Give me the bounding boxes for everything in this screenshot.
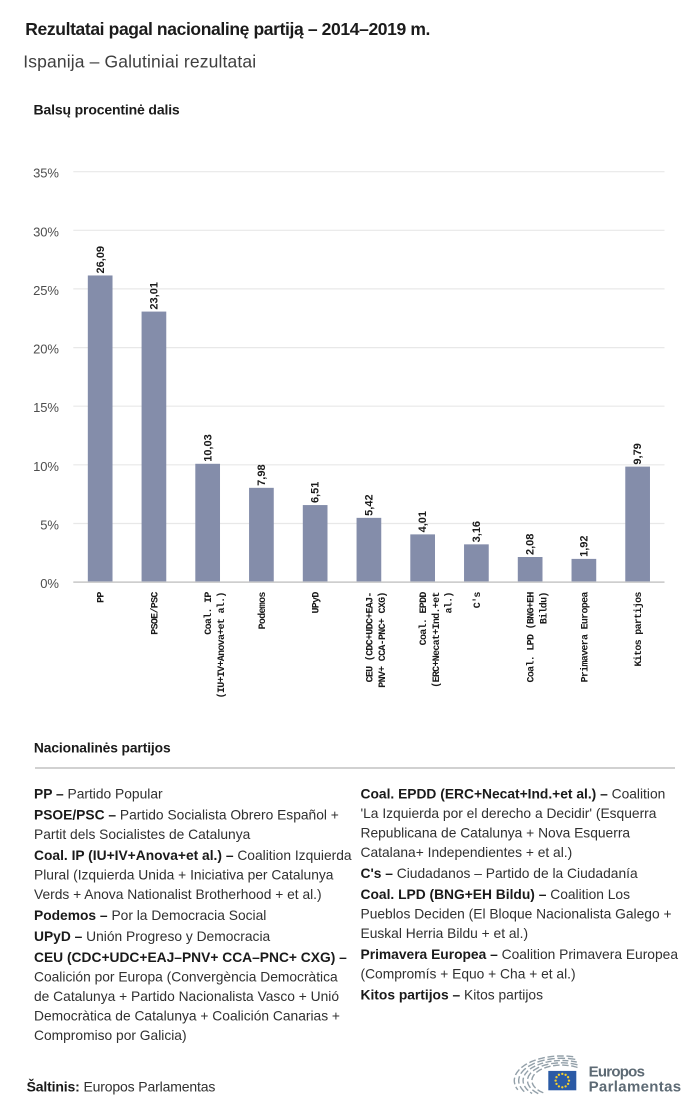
svg-text:Šaltinis: Europos Parlamentas: Šaltinis: Europos Parlamentas — [27, 1077, 216, 1094]
svg-text:Catalana+ Independientes + et: Catalana+ Independientes + et al.) — [361, 845, 573, 860]
svg-text:C's: C's — [472, 592, 484, 609]
svg-text:Partit dels Socialistes de Cat: Partit dels Socialistes de Catalunya — [34, 827, 251, 842]
svg-text:6,51: 6,51 — [310, 482, 322, 503]
svg-text:Kitos partijos – Kitos partijo: Kitos partijos – Kitos partijos — [361, 987, 544, 1002]
svg-text:(Compromís + Equo + Cha + et a: (Compromís + Equo + Cha + et al.) — [361, 966, 576, 981]
svg-text:Kitos partijos: Kitos partijos — [633, 592, 645, 667]
svg-text:UPyD – Unión Progreso y Democr: UPyD – Unión Progreso y Democracia — [34, 929, 271, 944]
svg-text:1,92: 1,92 — [578, 535, 590, 556]
svg-text:3,16: 3,16 — [471, 521, 483, 542]
svg-text:15%: 15% — [33, 400, 59, 415]
svg-text:Euskal Herria Bildu + et al.): Euskal Herria Bildu + et al.) — [361, 926, 529, 941]
svg-text:Ispanija – Galutiniai rezultat: Ispanija – Galutiniai rezultatai — [23, 52, 256, 72]
svg-text:PP: PP — [97, 592, 108, 603]
svg-text:35%: 35% — [33, 166, 59, 181]
svg-text:Plural (Izquierda Unida + Inic: Plural (Izquierda Unida + Iniciativa per… — [34, 867, 334, 882]
svg-text:PSOE/PSC – Partido Socialista: PSOE/PSC – Partido Socialista Obrero Esp… — [34, 807, 339, 822]
svg-text:Republicana de Catalunya + Nov: Republicana de Catalunya + Nova Esquerra — [361, 825, 631, 840]
svg-text:Parlamentas: Parlamentas — [589, 1078, 682, 1095]
svg-text:Rezultatai pagal nacionalinę p: Rezultatai pagal nacionalinę partiją – 2… — [25, 19, 430, 39]
svg-text:10%: 10% — [33, 459, 59, 474]
svg-text:Europos: Europos — [589, 1064, 645, 1081]
svg-text:4,01: 4,01 — [417, 511, 429, 532]
svg-text:Primavera Europea – Coalition: Primavera Europea – Coalition Primavera … — [361, 947, 679, 962]
svg-text:5%: 5% — [40, 518, 59, 533]
svg-text:Compromiso por Galicia): Compromiso por Galicia) — [34, 1028, 187, 1043]
svg-text:2,08: 2,08 — [525, 534, 537, 555]
svg-text:Coal. IP (IU+IV+Anova+et al.): Coal. IP (IU+IV+Anova+et al.) – Coalitio… — [34, 848, 352, 863]
svg-text:CEU (CDC+UDC+EAJ–PNV+ CCA–PNC+: CEU (CDC+UDC+EAJ–PNV+ CCA–PNC+ CXG) – — [34, 950, 347, 965]
svg-text:PSOE/PSC: PSOE/PSC — [149, 592, 161, 635]
svg-text:Nacionalinės partijos: Nacionalinės partijos — [34, 740, 171, 755]
svg-text:Podemos – Por la Democracia So: Podemos – Por la Democracia Social — [34, 908, 266, 923]
svg-text:9,79: 9,79 — [632, 443, 644, 464]
svg-text:UPyD: UPyD — [312, 592, 323, 614]
svg-text:C's – Ciudadanos – Partido de: C's – Ciudadanos – Partido de la Ciudada… — [361, 866, 638, 881]
svg-text:Coalición por Europa (Convergè: Coalición por Europa (Convergència Democ… — [34, 969, 338, 984]
svg-text:20%: 20% — [33, 342, 59, 357]
svg-text:Primavera Europea: Primavera Europea — [579, 592, 591, 683]
svg-text:PP – Partido Popular: PP – Partido Popular — [34, 786, 163, 801]
svg-text:Coal. IP(IU+IV+Anova+et al.): Coal. IP (IU+IV+Anova+et al.) — [203, 592, 228, 699]
svg-text:7,98: 7,98 — [256, 464, 268, 485]
svg-text:30%: 30% — [33, 224, 59, 239]
svg-text:Balsų procentinė dalis: Balsų procentinė dalis — [34, 102, 180, 118]
svg-text:Verds + Anova Nationalist Brot: Verds + Anova Nationalist Brotherhood + … — [34, 887, 322, 902]
svg-text:10,03: 10,03 — [202, 434, 214, 462]
svg-text:Democràtica de Catalunya + Coa: Democràtica de Catalunya + Coalición Can… — [34, 1008, 340, 1023]
svg-text:Pueblos Deciden (El Bloque Nac: Pueblos Deciden (El Bloque Nacionalista … — [361, 906, 672, 921]
svg-text:23,01: 23,01 — [149, 282, 161, 310]
svg-text:'La Izquierda por el derecho a: 'La Izquierda por el derecho a Decidir' … — [361, 806, 657, 821]
svg-text:Coal. LPD (BNG+EH Bildu) – Coa: Coal. LPD (BNG+EH Bildu) – Coalition Los — [361, 887, 631, 902]
svg-text:Podemos: Podemos — [257, 592, 269, 630]
svg-text:CEU (CDC+UDC+EAJ-PNV+ CCA-PNC+: CEU (CDC+UDC+EAJ- PNV+ CCA-PNC+ CXG) — [364, 592, 389, 687]
svg-text:0%: 0% — [40, 576, 59, 591]
svg-text:26,09: 26,09 — [95, 246, 107, 274]
svg-text:Coal. EPDD (ERC+Necat+Ind.+et: Coal. EPDD (ERC+Necat+Ind.+et al.) – Coa… — [361, 786, 666, 801]
svg-text:de Catalunya + Partido Naciona: de Catalunya + Partido Nacionalista Vasc… — [34, 989, 339, 1004]
svg-text:25%: 25% — [33, 283, 59, 298]
svg-text:5,42: 5,42 — [364, 494, 376, 515]
